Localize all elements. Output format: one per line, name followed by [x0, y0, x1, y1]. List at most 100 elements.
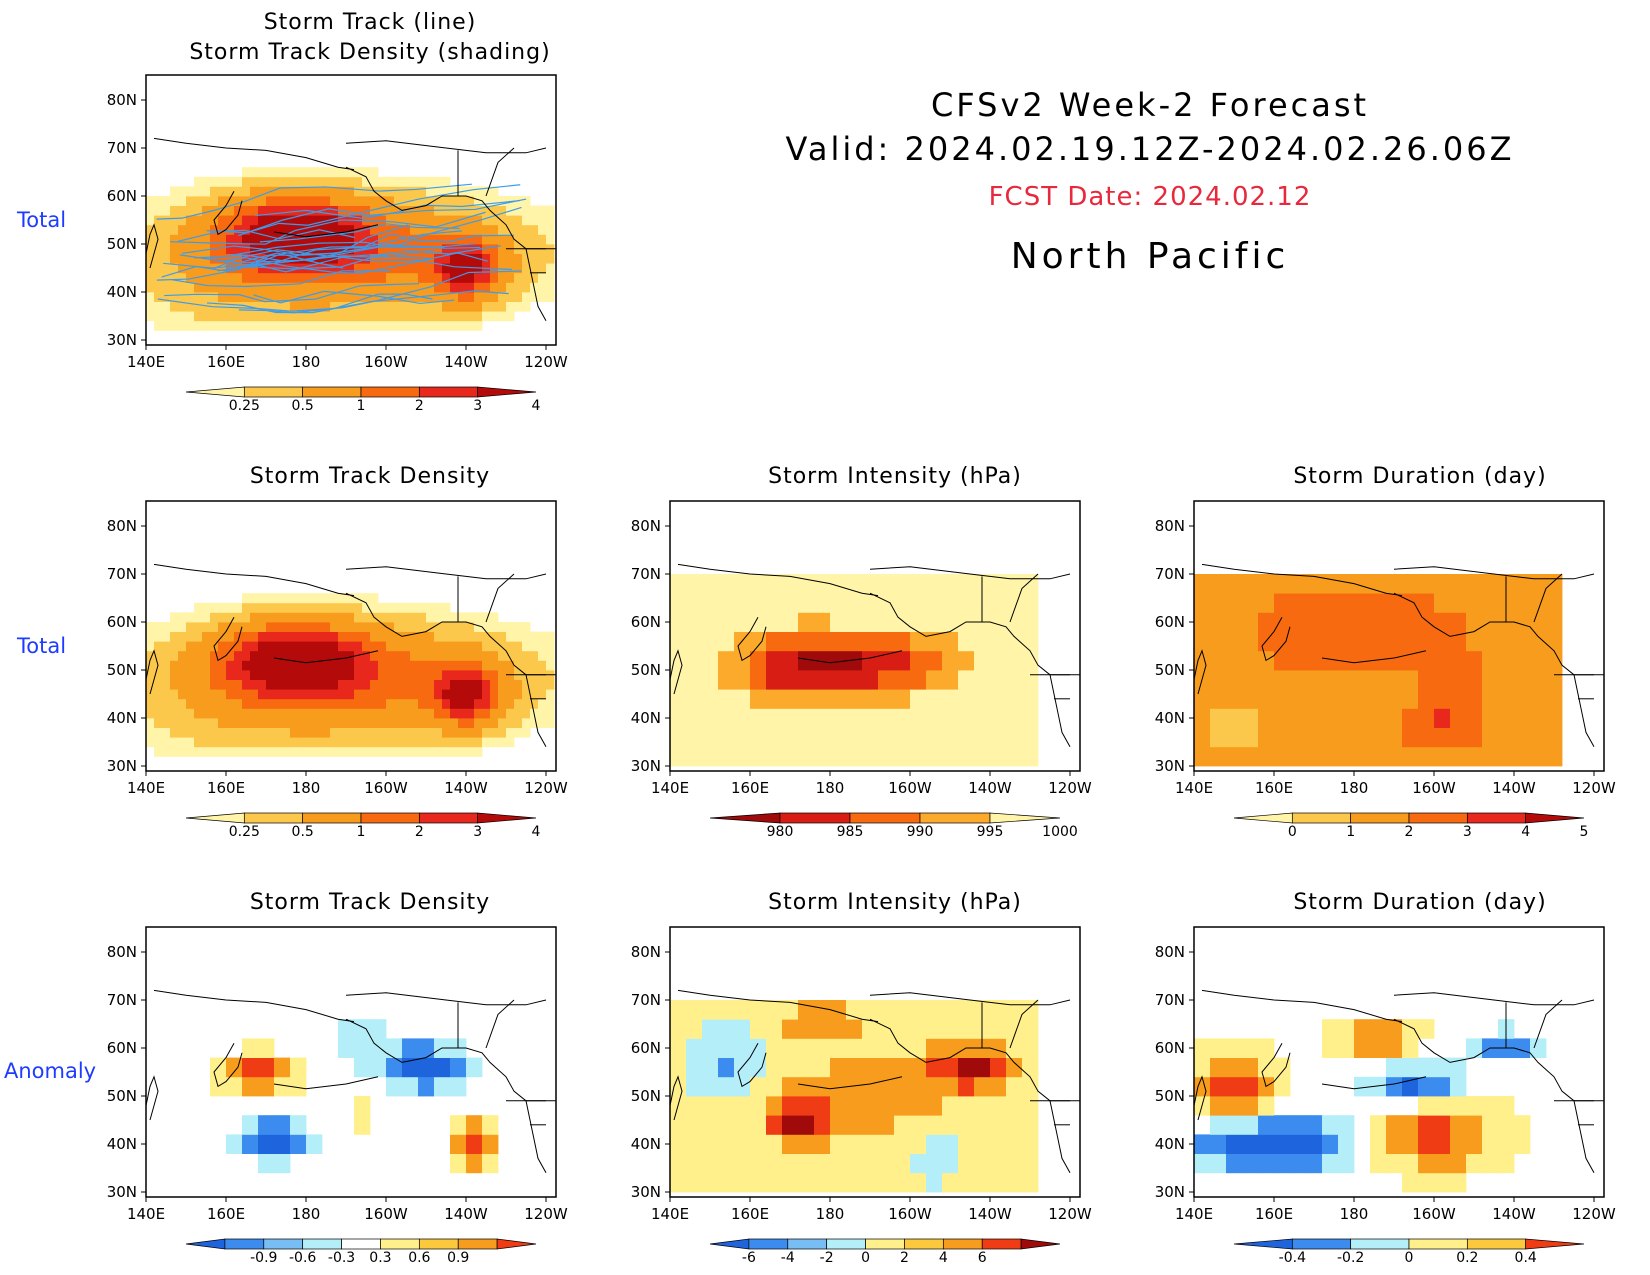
- map-cell: [750, 1019, 767, 1039]
- map-cell: [474, 320, 483, 331]
- map-cell: [218, 272, 227, 283]
- map-cell: [926, 574, 943, 594]
- map-cell: [450, 186, 459, 197]
- map-cell: [1194, 689, 1211, 709]
- map-cell: [186, 224, 195, 235]
- map-cell: [322, 708, 331, 719]
- map-cell: [814, 631, 831, 652]
- map-cell: [782, 1096, 799, 1116]
- map-cell: [146, 641, 155, 652]
- map-cell: [514, 727, 523, 738]
- map-cell: [378, 631, 387, 642]
- map-cell: [846, 708, 863, 728]
- map-cell: [1466, 689, 1483, 709]
- map-cell: [506, 224, 515, 235]
- map-cell: [1274, 670, 1291, 690]
- map-cell: [514, 263, 523, 274]
- map-cell: [162, 244, 171, 254]
- map-cell: [314, 593, 323, 604]
- map-cell: [242, 311, 251, 322]
- map-cell: [1482, 1134, 1499, 1154]
- map-cell: [434, 320, 443, 331]
- map-cell: [290, 650, 299, 661]
- map-cell: [1274, 574, 1291, 594]
- map-cell: [170, 746, 179, 757]
- map-cell: [434, 196, 443, 206]
- map-cell: [378, 244, 387, 254]
- map-cell: [894, 1057, 911, 1078]
- map-cell: [750, 1115, 767, 1135]
- map-cell: [402, 698, 411, 709]
- map-cell: [394, 718, 403, 728]
- map-cell: [1338, 746, 1355, 767]
- map-cell: [242, 1057, 259, 1078]
- map-cell: [466, 641, 475, 652]
- map-cell: [1322, 631, 1339, 652]
- map-cell: [466, 215, 475, 226]
- map-cell: [498, 670, 507, 680]
- map-cell: [1546, 574, 1563, 594]
- map-cell: [734, 1038, 751, 1058]
- map-cell: [154, 272, 163, 283]
- map-cell: [378, 282, 387, 293]
- map-cell: [1274, 631, 1291, 652]
- map-cell: [1354, 727, 1371, 748]
- map-cell: [798, 1019, 815, 1039]
- lon-tick-label: 140E: [1175, 779, 1213, 797]
- map-cell: [434, 215, 443, 226]
- map-cell: [346, 196, 355, 206]
- map-cell: [258, 301, 267, 312]
- map-cell: [1338, 650, 1355, 671]
- map-cell: [178, 244, 187, 254]
- map-cell: [702, 1115, 719, 1135]
- colorbar-swatch: [477, 812, 537, 824]
- map-cell: [146, 205, 155, 216]
- map-cell: [750, 1000, 767, 1020]
- map-cell: [378, 320, 387, 331]
- map-cell: [514, 718, 523, 728]
- map-cell: [734, 593, 751, 613]
- map-cell: [862, 1172, 879, 1193]
- map-cell: [314, 186, 323, 197]
- map-cell: [1006, 612, 1023, 632]
- map-cell: [1022, 612, 1039, 632]
- map-cell: [322, 737, 331, 748]
- lon-tick-label: 160W: [364, 353, 408, 371]
- map-cell: [1338, 612, 1355, 632]
- map-cell: [1354, 670, 1371, 690]
- map-cell: [410, 622, 419, 632]
- lat-tick-label: 30N: [631, 1183, 661, 1201]
- map-cell: [814, 593, 831, 613]
- map-cell: [458, 272, 467, 283]
- map-cell: [1194, 574, 1211, 594]
- map-cell: [202, 689, 211, 700]
- map-cell: [354, 272, 363, 283]
- colorbar-tick-label: 3: [1463, 824, 1472, 840]
- map-cell: [410, 224, 419, 235]
- map-cell: [186, 708, 195, 719]
- map-cell: [974, 1076, 991, 1097]
- colorbar-tick-label: 0.2: [1456, 1250, 1478, 1266]
- map-cell: [146, 670, 155, 680]
- map-cell: [354, 1019, 371, 1039]
- map-cell: [1290, 727, 1307, 748]
- map-cell: [234, 244, 243, 254]
- map-cell: [1450, 612, 1467, 632]
- map-cell: [522, 679, 531, 690]
- map-cell: [482, 282, 491, 293]
- colorbar-swatch: [865, 1238, 905, 1250]
- map-cell: [394, 679, 403, 690]
- map-cell: [274, 244, 283, 254]
- map-cell: [218, 186, 227, 197]
- map-cell: [210, 737, 219, 748]
- map-cell: [894, 1172, 911, 1193]
- map-cell: [750, 1172, 767, 1193]
- map-cell: [306, 292, 315, 302]
- lat-tick-label: 50N: [1155, 1087, 1185, 1105]
- map-cell: [146, 224, 155, 235]
- lon-tick-label: 120W: [1048, 779, 1092, 797]
- map-cell: [846, 1019, 863, 1039]
- map-cell: [194, 650, 203, 661]
- map-cell: [1402, 1115, 1419, 1135]
- map-cell: [942, 1019, 959, 1039]
